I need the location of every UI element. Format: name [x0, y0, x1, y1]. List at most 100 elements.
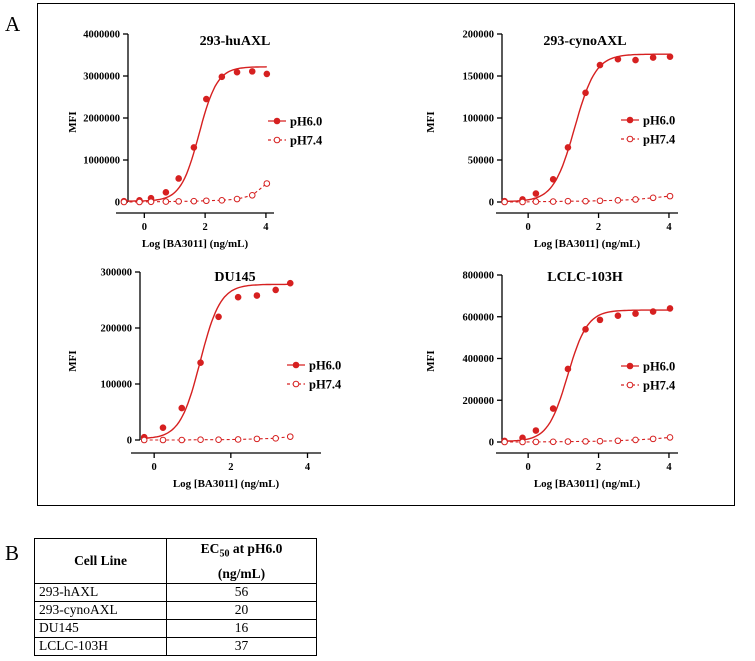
y-tick-label: 1000000	[83, 156, 120, 167]
data-point-pH7.4	[162, 198, 170, 205]
data-point-pH7.4	[519, 198, 526, 206]
legend-marker	[292, 361, 300, 369]
data-point-pH7.4	[596, 437, 604, 445]
legend-marker	[626, 135, 634, 143]
legend-label: pH6.0	[643, 114, 675, 128]
data-point-pH6.0	[549, 176, 557, 183]
data-point-pH6.0	[614, 312, 622, 320]
data-point-pH7.4	[203, 197, 210, 205]
data-point-pH7.4	[175, 198, 182, 205]
data-point-pH6.0	[564, 365, 572, 373]
data-point-pH7.4	[159, 436, 167, 444]
data-point-pH6.0	[253, 292, 261, 299]
x-axis-label: Log [BA3011] (ng/mL)	[142, 238, 249, 250]
y-tick-label: 50000	[468, 156, 494, 167]
legend-label: pH6.0	[290, 115, 322, 129]
x-tick-label: 2	[202, 222, 207, 233]
data-point-pH6.0	[272, 286, 279, 294]
cell-line: 293-cynoAXL	[34, 600, 167, 620]
dashed-line-pH7.4	[124, 183, 268, 203]
data-point-pH7.4	[632, 436, 639, 444]
x-axis-label: Log [BA3011] (ng/mL)	[173, 478, 280, 490]
data-point-pH7.4	[234, 436, 242, 443]
legend-label: pH6.0	[309, 359, 341, 373]
y-tick-label: 150000	[463, 72, 495, 83]
data-point-pH7.4	[666, 434, 674, 441]
header-ec50: EC50 at pH6.0 (ng/mL)	[166, 538, 317, 584]
legend-marker	[292, 380, 300, 388]
data-point-pH7.4	[564, 197, 572, 205]
header-units: (ng/mL)	[217, 565, 266, 581]
y-tick-label: 200000	[463, 30, 495, 41]
x-tick-label: 0	[526, 462, 531, 473]
data-point-pH6.0	[632, 310, 639, 317]
data-point-pH7.4	[197, 436, 204, 444]
table-row: DU145 16	[34, 618, 317, 638]
data-point-pH7.4	[532, 438, 540, 446]
data-point-pH6.0	[596, 61, 604, 69]
data-point-pH7.4	[532, 198, 540, 205]
x-tick-label: 0	[142, 222, 147, 233]
y-tick-label: 4000000	[83, 30, 120, 41]
data-point-pH6.0	[582, 325, 589, 333]
legend-label: pH7.4	[290, 134, 323, 148]
y-tick-label: 200000	[463, 396, 495, 407]
data-point-pH7.4	[614, 437, 622, 445]
x-tick-label: 2	[228, 462, 233, 473]
y-axis-label: MFI	[67, 111, 79, 132]
data-point-pH7.4	[272, 435, 279, 442]
data-point-pH7.4	[233, 195, 241, 203]
x-tick-label: 4	[666, 222, 672, 233]
x-tick-label: 2	[596, 462, 601, 473]
x-tick-label: 0	[152, 462, 157, 473]
x-tick-label: 4	[263, 222, 269, 233]
data-point-pH7.4	[178, 436, 186, 444]
data-point-pH6.0	[666, 53, 674, 60]
table-row: 293-cynoAXL 20	[34, 600, 317, 620]
data-point-pH7.4	[549, 198, 557, 205]
data-point-pH6.0	[233, 68, 241, 76]
data-point-pH7.4	[614, 197, 622, 204]
data-point-pH6.0	[203, 95, 210, 103]
legend-label: pH7.4	[643, 133, 676, 147]
x-axis-label: Log [BA3011] (ng/mL)	[534, 478, 641, 490]
data-point-pH6.0	[215, 313, 222, 321]
table-row: 293-hAXL 56	[34, 582, 317, 602]
y-axis-label: MFI	[425, 350, 437, 371]
data-point-pH7.4	[263, 180, 271, 187]
cell-line: DU145	[34, 618, 167, 638]
data-point-pH7.4	[248, 191, 256, 199]
cell-line: 293-hAXL	[34, 582, 167, 602]
ec50-value: 56	[166, 582, 317, 602]
y-tick-label: 100000	[463, 114, 495, 125]
data-point-pH7.4	[140, 436, 148, 444]
data-point-pH6.0	[178, 404, 186, 412]
y-tick-label: 0	[115, 198, 120, 209]
y-tick-label: 0	[489, 198, 494, 209]
data-point-pH7.4	[215, 436, 222, 444]
data-point-pH7.4	[190, 197, 198, 205]
data-point-pH6.0	[234, 293, 242, 301]
legend-label: pH7.4	[643, 379, 676, 393]
x-tick-label: 4	[305, 462, 311, 473]
y-tick-label: 2000000	[83, 114, 120, 125]
legend-marker	[626, 362, 634, 370]
fit-curve-pH6.0	[144, 283, 291, 439]
data-point-pH6.0	[197, 359, 204, 367]
data-point-pH7.4	[501, 438, 508, 446]
fit-curve-pH6.0	[504, 53, 670, 203]
data-point-pH7.4	[564, 438, 572, 445]
data-point-pH6.0	[286, 279, 294, 287]
y-tick-label: 600000	[463, 312, 495, 323]
data-point-pH6.0	[614, 55, 622, 63]
header-cell-line: Cell Line	[34, 538, 167, 584]
fit-curve-pH6.0	[504, 309, 670, 442]
chart-title: LCLC-103H	[547, 270, 623, 285]
data-point-pH6.0	[218, 73, 226, 81]
data-point-pH7.4	[632, 196, 639, 203]
data-point-pH7.4	[218, 197, 226, 204]
data-point-pH7.4	[286, 433, 294, 440]
y-tick-label: 400000	[463, 354, 495, 365]
data-point-pH6.0	[263, 70, 271, 78]
